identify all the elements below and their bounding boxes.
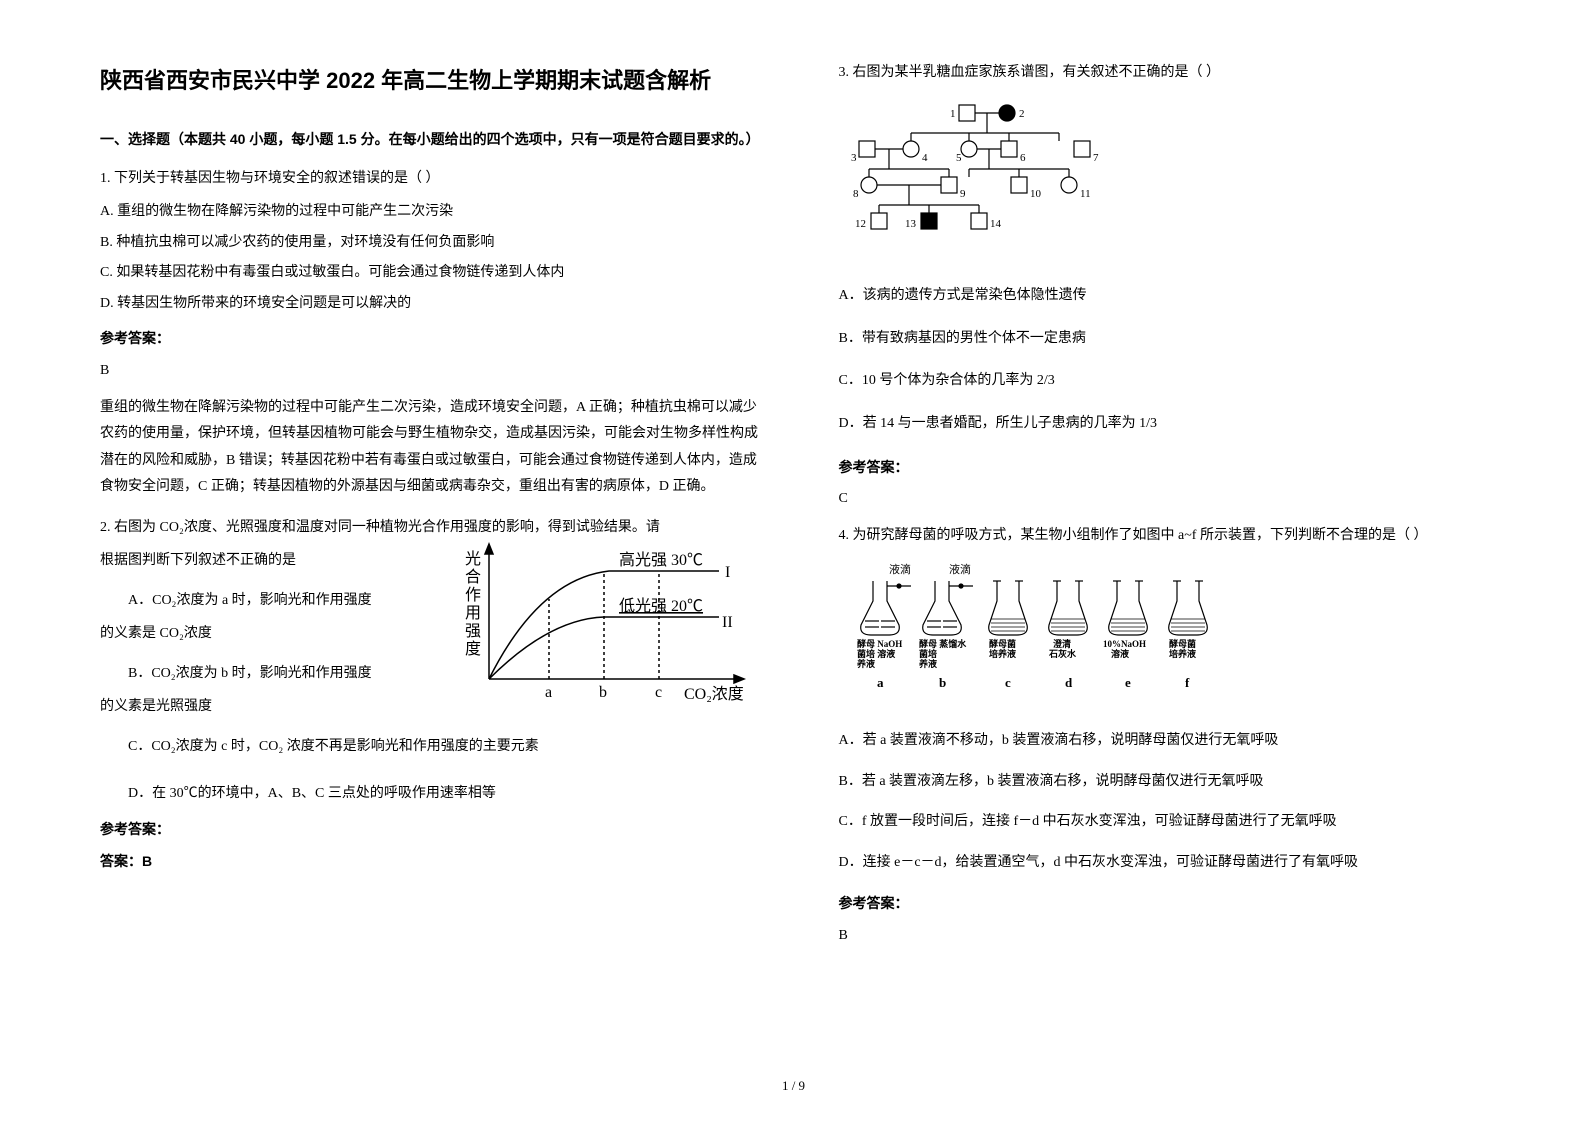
svg-text:3: 3 (851, 152, 857, 164)
q4-option-d: D．连接 e－c－d，给装置通空气，d 中石灰水变浑浊，可验证酵母菌进行了有氧呼… (839, 850, 1498, 877)
q3-option-c: C．10 号个体为杂合体的几率为 2/3 (839, 368, 1498, 395)
chart-curve1-mark: I (725, 564, 730, 581)
page-number: 1 / 9 (782, 1078, 805, 1094)
svg-text:6: 6 (1020, 152, 1026, 164)
svg-text:酵母 蒸馏水: 酵母 蒸馏水 (919, 638, 967, 649)
q4-stem: 4. 为研究酵母菌的呼吸方式，某生物小组制作了如图中 a~f 所示装置，下列判断… (839, 523, 1498, 550)
svg-text:7: 7 (1093, 152, 1099, 164)
drip-label-1: 液滴 (889, 562, 911, 576)
q3-answer: C (839, 486, 1498, 513)
q2-answer-label: 参考答案： (100, 816, 759, 843)
q2-answer: 答案：B (100, 848, 759, 875)
svg-text:菌培: 菌培 (919, 648, 937, 659)
document-title: 陕西省西安市民兴中学 2022 年高二生物上学期期末试题含解析 (100, 60, 759, 102)
right-column: 3. 右图为某半乳糖血症家族系谱图，有关叙述不正确的是（ ） (839, 60, 1498, 1082)
chart-curve1-label: 高光强 30℃ (619, 551, 703, 569)
q2-stem-line1: 2. 右图为 CO₂浓度、光照强度和温度对同一种植物光合作用强度的影响，得到试验… (100, 515, 759, 542)
q3-option-b: B．带有致病基因的男性个体不一定患病 (839, 326, 1498, 353)
svg-text:酵母菌: 酵母菌 (989, 638, 1016, 649)
chart-y-label: 光合作用强度 (465, 550, 481, 658)
svg-text:溶液: 溶液 (1111, 648, 1130, 659)
svg-text:14: 14 (990, 218, 1002, 230)
svg-text:菌培 溶液: 菌培 溶液 (857, 648, 896, 659)
q3-answer-label: 参考答案： (839, 454, 1498, 481)
svg-text:2: 2 (1019, 108, 1025, 120)
svg-text:4: 4 (922, 152, 928, 164)
svg-text:培养液: 培养液 (989, 648, 1017, 659)
chart-x-label: CO₂浓度 (684, 685, 744, 703)
q4-flask-diagram: 液滴 液滴 (849, 561, 1498, 712)
chart-curve2-label: 低光强 20℃ (619, 597, 703, 615)
q1-stem: 1. 下列关于转基因生物与环境安全的叙述错误的是（ ） (100, 166, 759, 193)
svg-text:12: 12 (855, 218, 866, 230)
svg-text:9: 9 (960, 188, 966, 200)
q2-option-d: D．在 30℃的环境中，A、B、C 三点处的呼吸作用速率相等 (128, 781, 759, 808)
svg-text:1: 1 (950, 108, 956, 120)
q2-option-c: C．CO₂浓度为 c 时，CO₂ 浓度不再是影响光和作用强度的主要元素 (128, 734, 759, 761)
q1-option-b: B. 种植抗虫棉可以减少农药的使用量，对环境没有任何负面影响 (100, 230, 759, 257)
q1-option-a: A. 重组的微生物在降解污染物的过程中可能产生二次污染 (100, 199, 759, 226)
q1-explanation: 重组的微生物在降解污染物的过程中可能产生二次污染，造成环境安全问题，A 正确；种… (100, 395, 759, 501)
page-container: 陕西省西安市民兴中学 2022 年高二生物上学期期末试题含解析 一、选择题（本题… (0, 0, 1587, 1122)
q4-option-c: C．f 放置一段时间后，连接 f－d 中石灰水变浑浊，可验证酵母菌进行了无氧呼吸 (839, 809, 1498, 836)
q2-container: 2. 右图为 CO₂浓度、光照强度和温度对同一种植物光合作用强度的影响，得到试验… (100, 515, 759, 808)
svg-text:酵母菌: 酵母菌 (1169, 638, 1196, 649)
flask-label-d: d (1065, 675, 1073, 690)
flask-label-a: a (877, 675, 884, 690)
flask-label-c: c (1005, 675, 1011, 690)
flask-label-b: b (939, 675, 946, 690)
svg-text:养液: 养液 (918, 658, 938, 669)
svg-text:11: 11 (1080, 188, 1091, 200)
svg-text:培养液: 培养液 (1169, 648, 1197, 659)
q4-option-a: A．若 a 装置液滴不移动，b 装置液滴右移，说明酵母菌仅进行无氧呼吸 (839, 728, 1498, 755)
q3-option-a: A．该病的遗传方式是常染色体隐性遗传 (839, 283, 1498, 310)
q1-option-d: D. 转基因生物所带来的环境安全问题是可以解决的 (100, 291, 759, 318)
svg-text:10: 10 (1030, 188, 1042, 200)
chart-curve2-mark: II (722, 614, 733, 631)
svg-text:酵母 NaOH: 酵母 NaOH (857, 638, 902, 649)
q3-pedigree: 12 34 567 89 1011 121314 (849, 97, 1498, 268)
svg-text:13: 13 (905, 218, 917, 230)
q1-option-c: C. 如果转基因花粉中有毒蛋白或过敏蛋白。可能会通过食物链传递到人体内 (100, 260, 759, 287)
q1-answer: B (100, 358, 759, 385)
left-column: 陕西省西安市民兴中学 2022 年高二生物上学期期末试题含解析 一、选择题（本题… (100, 60, 759, 1082)
chart-xtick-c: c (655, 684, 662, 701)
svg-text:石灰水: 石灰水 (1048, 648, 1077, 659)
chart-xtick-b: b (599, 684, 607, 701)
svg-text:5: 5 (956, 152, 962, 164)
svg-text:10%NaOH: 10%NaOH (1103, 639, 1146, 649)
q1-answer-label: 参考答案： (100, 325, 759, 352)
q4-answer-label: 参考答案： (839, 890, 1498, 917)
q2-chart: 光合作用强度 高光强 30℃ I 低光强 20℃ II a b c CO₂浓度 (459, 539, 759, 709)
q4-option-b: B．若 a 装置液滴左移，b 装置液滴右移，说明酵母菌仅进行无氧呼吸 (839, 769, 1498, 796)
drip-label-2: 液滴 (949, 562, 971, 576)
q4-answer: B (839, 923, 1498, 950)
flask-label-f: f (1185, 675, 1190, 690)
svg-text:养液: 养液 (856, 658, 876, 669)
svg-text:澄清: 澄清 (1053, 638, 1071, 649)
flask-label-e: e (1125, 675, 1131, 690)
q3-option-d: D．若 14 与一患者婚配，所生儿子患病的几率为 1/3 (839, 411, 1498, 438)
svg-text:8: 8 (853, 188, 859, 200)
section-header: 一、选择题（本题共 40 小题，每小题 1.5 分。在每小题给出的四个选项中，只… (100, 126, 759, 153)
chart-xtick-a: a (545, 684, 552, 701)
q3-stem: 3. 右图为某半乳糖血症家族系谱图，有关叙述不正确的是（ ） (839, 60, 1498, 87)
